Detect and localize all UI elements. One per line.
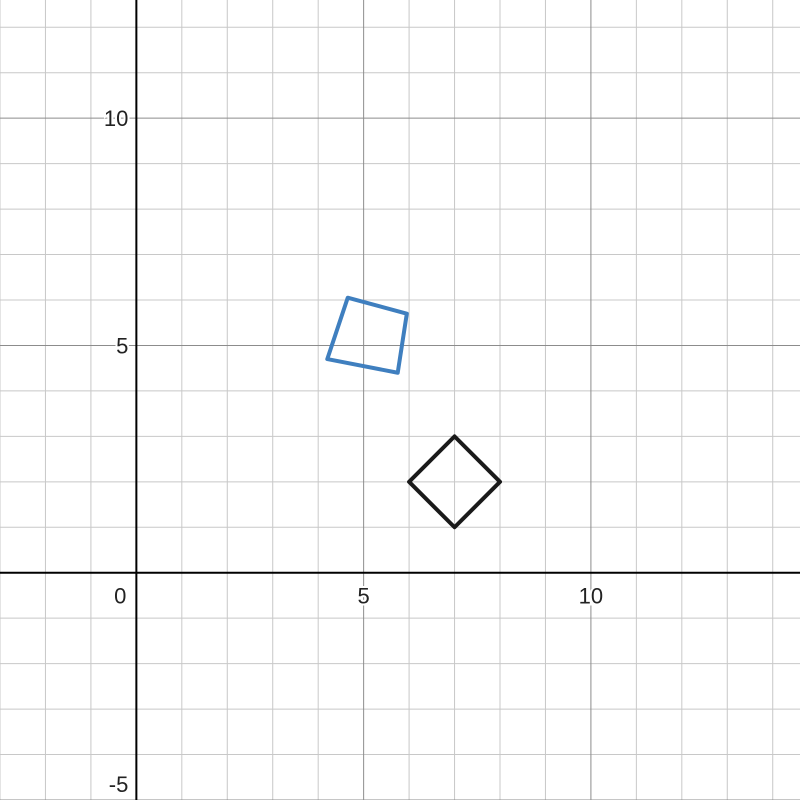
plotted-shapes [325,295,502,530]
x-tick-label: 0 [114,584,126,609]
x-tick-label: 10 [579,584,603,609]
series-shape-1[interactable] [325,295,409,375]
x-tick-label: 5 [358,584,370,609]
y-tick-label: 10 [104,106,128,131]
tick-labels: 0 5 10 -5 5 10 [102,104,605,799]
y-tick-label: -5 [109,772,129,797]
y-tick-label: 5 [116,333,128,358]
series-shape-2[interactable] [407,434,502,530]
